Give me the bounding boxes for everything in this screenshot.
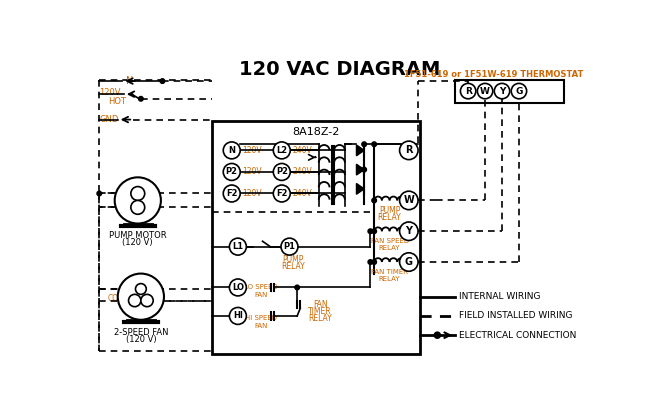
Text: P1: P1 (283, 242, 295, 251)
Text: F2: F2 (276, 189, 287, 198)
Text: RELAY: RELAY (308, 314, 332, 323)
Text: L2: L2 (276, 146, 287, 155)
Circle shape (372, 260, 377, 264)
Text: F2: F2 (226, 189, 237, 198)
Circle shape (295, 285, 299, 290)
Circle shape (131, 186, 145, 200)
Text: HI: HI (143, 297, 151, 303)
Circle shape (362, 167, 366, 172)
Circle shape (511, 83, 527, 99)
Text: RELAY: RELAY (281, 262, 306, 271)
Text: INTERNAL WIRING: INTERNAL WIRING (459, 292, 541, 301)
Text: Y: Y (498, 87, 505, 96)
Circle shape (362, 142, 366, 147)
Text: LO: LO (130, 297, 139, 303)
Text: 8A18Z-2: 8A18Z-2 (293, 127, 340, 137)
Text: G: G (515, 87, 523, 96)
Circle shape (97, 191, 102, 196)
Circle shape (460, 83, 476, 99)
Text: W: W (403, 195, 414, 205)
Text: HOT: HOT (109, 97, 127, 106)
Circle shape (223, 185, 240, 202)
Circle shape (229, 308, 247, 324)
Text: 120V: 120V (243, 189, 262, 198)
Text: RELAY: RELAY (378, 213, 401, 222)
Text: TIMER: TIMER (308, 307, 332, 316)
Circle shape (399, 141, 418, 160)
Circle shape (135, 284, 146, 295)
Text: P2: P2 (276, 168, 288, 176)
Text: 120 VAC DIAGRAM: 120 VAC DIAGRAM (239, 59, 440, 78)
Circle shape (494, 83, 510, 99)
Text: 240V: 240V (293, 189, 312, 198)
Text: 240V: 240V (293, 168, 312, 176)
Text: N: N (228, 146, 235, 155)
Bar (212, 121, 420, 354)
Circle shape (223, 142, 240, 159)
Circle shape (281, 238, 298, 255)
Text: W: W (480, 87, 490, 96)
Circle shape (129, 295, 141, 307)
Circle shape (399, 253, 418, 271)
Circle shape (273, 142, 290, 159)
Text: R: R (465, 87, 472, 96)
Circle shape (229, 279, 247, 296)
Text: RELAY: RELAY (379, 276, 401, 282)
Text: (120 V): (120 V) (125, 334, 156, 344)
Circle shape (229, 238, 247, 255)
Circle shape (131, 200, 145, 214)
Circle shape (372, 229, 377, 233)
Text: G: G (405, 257, 413, 267)
Text: RELAY: RELAY (379, 245, 401, 251)
Text: GND: GND (99, 115, 119, 124)
Circle shape (115, 177, 161, 223)
Text: 2-SPEED FAN: 2-SPEED FAN (114, 328, 168, 336)
Circle shape (160, 79, 165, 83)
Text: 120V: 120V (99, 88, 121, 97)
Text: (120 V): (120 V) (123, 238, 153, 247)
Bar (455, 80, 564, 103)
Text: HI SPEED: HI SPEED (245, 315, 277, 321)
Text: 120V: 120V (243, 146, 262, 155)
Text: COM: COM (108, 294, 125, 303)
Text: 1F51-619 or 1F51W-619 THERMOSTAT: 1F51-619 or 1F51W-619 THERMOSTAT (404, 70, 583, 80)
Text: PUMP MOTOR: PUMP MOTOR (109, 231, 167, 241)
Text: R: R (405, 145, 413, 155)
Circle shape (434, 332, 440, 338)
Text: FIELD INSTALLED WIRING: FIELD INSTALLED WIRING (459, 311, 572, 321)
Circle shape (477, 83, 492, 99)
Circle shape (118, 274, 164, 320)
Text: Y: Y (405, 226, 412, 236)
Polygon shape (356, 145, 364, 156)
Text: N: N (127, 76, 134, 86)
Circle shape (399, 222, 418, 241)
Text: ELECTRICAL CONNECTION: ELECTRICAL CONNECTION (459, 331, 576, 340)
Text: LO SPEED: LO SPEED (244, 285, 278, 290)
Text: L1: L1 (232, 242, 243, 251)
Text: PUMP: PUMP (283, 255, 304, 264)
Text: FAN: FAN (313, 300, 328, 309)
Circle shape (273, 185, 290, 202)
Polygon shape (356, 164, 364, 175)
Circle shape (399, 191, 418, 210)
Text: 240V: 240V (293, 146, 312, 155)
Circle shape (372, 198, 377, 203)
Text: P2: P2 (226, 168, 238, 176)
Circle shape (273, 163, 290, 181)
Text: FAN: FAN (255, 323, 268, 329)
Circle shape (141, 295, 153, 307)
Text: HI: HI (233, 311, 243, 321)
Text: FAN SPEED: FAN SPEED (371, 238, 409, 244)
Circle shape (368, 229, 373, 233)
Text: 120V: 120V (243, 168, 262, 176)
Text: PUMP: PUMP (379, 206, 400, 215)
Circle shape (139, 96, 143, 101)
Circle shape (372, 142, 377, 147)
Text: FAN TIMER: FAN TIMER (371, 269, 408, 275)
Polygon shape (356, 184, 364, 194)
Circle shape (223, 163, 240, 181)
Text: LO: LO (232, 283, 244, 292)
Text: FAN: FAN (255, 292, 268, 298)
Circle shape (368, 260, 373, 264)
